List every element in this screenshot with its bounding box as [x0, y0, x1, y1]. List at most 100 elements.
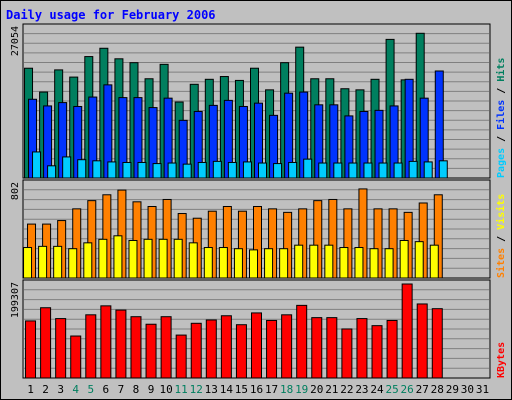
bar-visits-day-24: [369, 248, 379, 279]
x-tick-label: 5: [87, 383, 94, 396]
x-tick-label: 3: [57, 383, 64, 396]
bar-kbytes-day-21: [326, 317, 338, 379]
bar-kbytes-day-11: [175, 334, 187, 379]
bar-visits-day-10: [158, 238, 168, 279]
bar-kbytes-day-20: [311, 317, 323, 379]
x-tick-label: 25: [385, 383, 398, 396]
bar-pages-day-10: [167, 162, 177, 179]
bar-kbytes-day-23: [356, 318, 368, 379]
bar-visits-day-22: [339, 247, 349, 279]
bar-kbytes-day-13: [205, 319, 217, 379]
x-tick-label: 11: [175, 383, 188, 396]
bar-pages-day-13: [212, 160, 222, 179]
x-tick-label: 31: [476, 383, 489, 396]
bar-visits-day-7: [113, 235, 123, 279]
bar-kbytes-day-1: [25, 320, 37, 379]
bar-pages-day-2: [47, 165, 57, 179]
bar-kbytes-day-28: [431, 308, 443, 379]
x-tick-label: 6: [103, 383, 110, 396]
legend-sites: Sites: [495, 248, 507, 278]
x-tick-label: 13: [205, 383, 218, 396]
bar-kbytes-day-14: [220, 315, 232, 379]
bar-pages-day-1: [32, 151, 42, 179]
bar-visits-day-4: [68, 248, 78, 279]
bar-pages-day-4: [77, 159, 87, 179]
y-max-label: 199307: [10, 282, 21, 318]
bar-kbytes-day-2: [40, 307, 52, 379]
bar-pages-day-23: [363, 162, 373, 179]
bar-kbytes-day-26: [401, 283, 413, 379]
x-tick-label: 10: [159, 383, 172, 396]
legend-files: Files: [495, 100, 507, 130]
x-tick-label: 4: [72, 383, 79, 396]
x-tick-label: 12: [190, 383, 203, 396]
bar-visits-day-19: [294, 244, 304, 279]
bar-pages-day-9: [152, 163, 162, 179]
bar-pages-day-12: [197, 161, 207, 179]
legend-separator: /: [496, 82, 507, 100]
bar-visits-day-28: [429, 244, 439, 279]
bar-pages-day-15: [242, 161, 252, 179]
bar-kbytes-day-6: [100, 305, 112, 379]
bar-pages-day-14: [227, 161, 237, 179]
bar-visits-day-16: [249, 249, 258, 279]
legend-separator: /: [496, 130, 507, 148]
bar-kbytes-day-7: [115, 309, 127, 379]
bar-visits-day-26: [399, 239, 409, 279]
bar-visits-day-5: [83, 242, 93, 279]
y-max-label: 27054: [10, 26, 21, 56]
bar-pages-day-5: [92, 160, 102, 179]
legend-hits-files-pages: Pages / Files / Hits: [495, 58, 507, 178]
x-tick-label: 1: [27, 383, 34, 396]
x-tick-label: 15: [235, 383, 248, 396]
bar-kbytes-day-9: [145, 323, 157, 379]
legend-sites-visits: Sites / Visits: [495, 194, 507, 278]
bar-visits-day-6: [98, 238, 108, 279]
x-tick-label: 18: [280, 383, 293, 396]
legend-visits: Visits: [495, 194, 507, 230]
x-tick-label: 22: [340, 383, 353, 396]
bar-pages-day-22: [348, 162, 358, 179]
bar-pages-day-25: [393, 162, 403, 179]
bar-visits-day-2: [38, 245, 48, 279]
panel-hits-files-pages: 27054 Pages / Files / Hits: [10, 23, 507, 179]
x-tick-label: 16: [250, 383, 263, 396]
bar-kbytes-day-10: [160, 316, 172, 379]
bar-kbytes-day-16: [251, 312, 262, 379]
bar-visits-day-3: [53, 245, 63, 279]
bar-pages-day-19: [303, 158, 313, 179]
bar-pages-day-3: [62, 156, 72, 179]
bar-kbytes-day-5: [85, 314, 97, 379]
bar-pages-day-26: [408, 160, 418, 179]
bar-pages-day-24: [378, 162, 388, 179]
bar-kbytes-day-4: [70, 335, 82, 379]
bar-visits-day-8: [128, 239, 138, 279]
bar-pages-day-20: [318, 162, 328, 179]
bar-visits-day-27: [414, 241, 424, 279]
bar-kbytes-day-22: [341, 328, 353, 379]
bar-visits-day-18: [279, 248, 289, 279]
bar-kbytes-day-25: [386, 319, 398, 379]
bar-kbytes-day-15: [235, 324, 247, 379]
bar-visits-day-1: [23, 247, 33, 279]
bar-visits-day-25: [384, 248, 394, 279]
bar-kbytes-day-18: [281, 314, 293, 379]
x-tick-label: 21: [325, 383, 338, 396]
panel-kbytes: 199307 KBytes: [10, 279, 507, 379]
x-tick-label: 28: [431, 383, 444, 396]
panel-sites-visits: 802 Sites / Visits: [10, 179, 507, 279]
bar-visits-day-23: [354, 247, 364, 279]
bar-visits-day-14: [218, 247, 228, 279]
chart-title: Daily usage for February 2006: [6, 8, 216, 22]
bar-pages-day-17: [273, 163, 283, 179]
bar-visits-day-12: [188, 242, 198, 279]
bar-pages-day-16: [258, 162, 267, 179]
x-tick-label: 23: [355, 383, 368, 396]
legend-hits: Hits: [495, 58, 507, 82]
x-tick-label: 26: [401, 383, 414, 396]
legend-separator: /: [496, 230, 507, 248]
x-tick-label: 8: [133, 383, 140, 396]
bar-pages-day-8: [137, 161, 147, 179]
x-tick-label: 24: [370, 383, 384, 396]
